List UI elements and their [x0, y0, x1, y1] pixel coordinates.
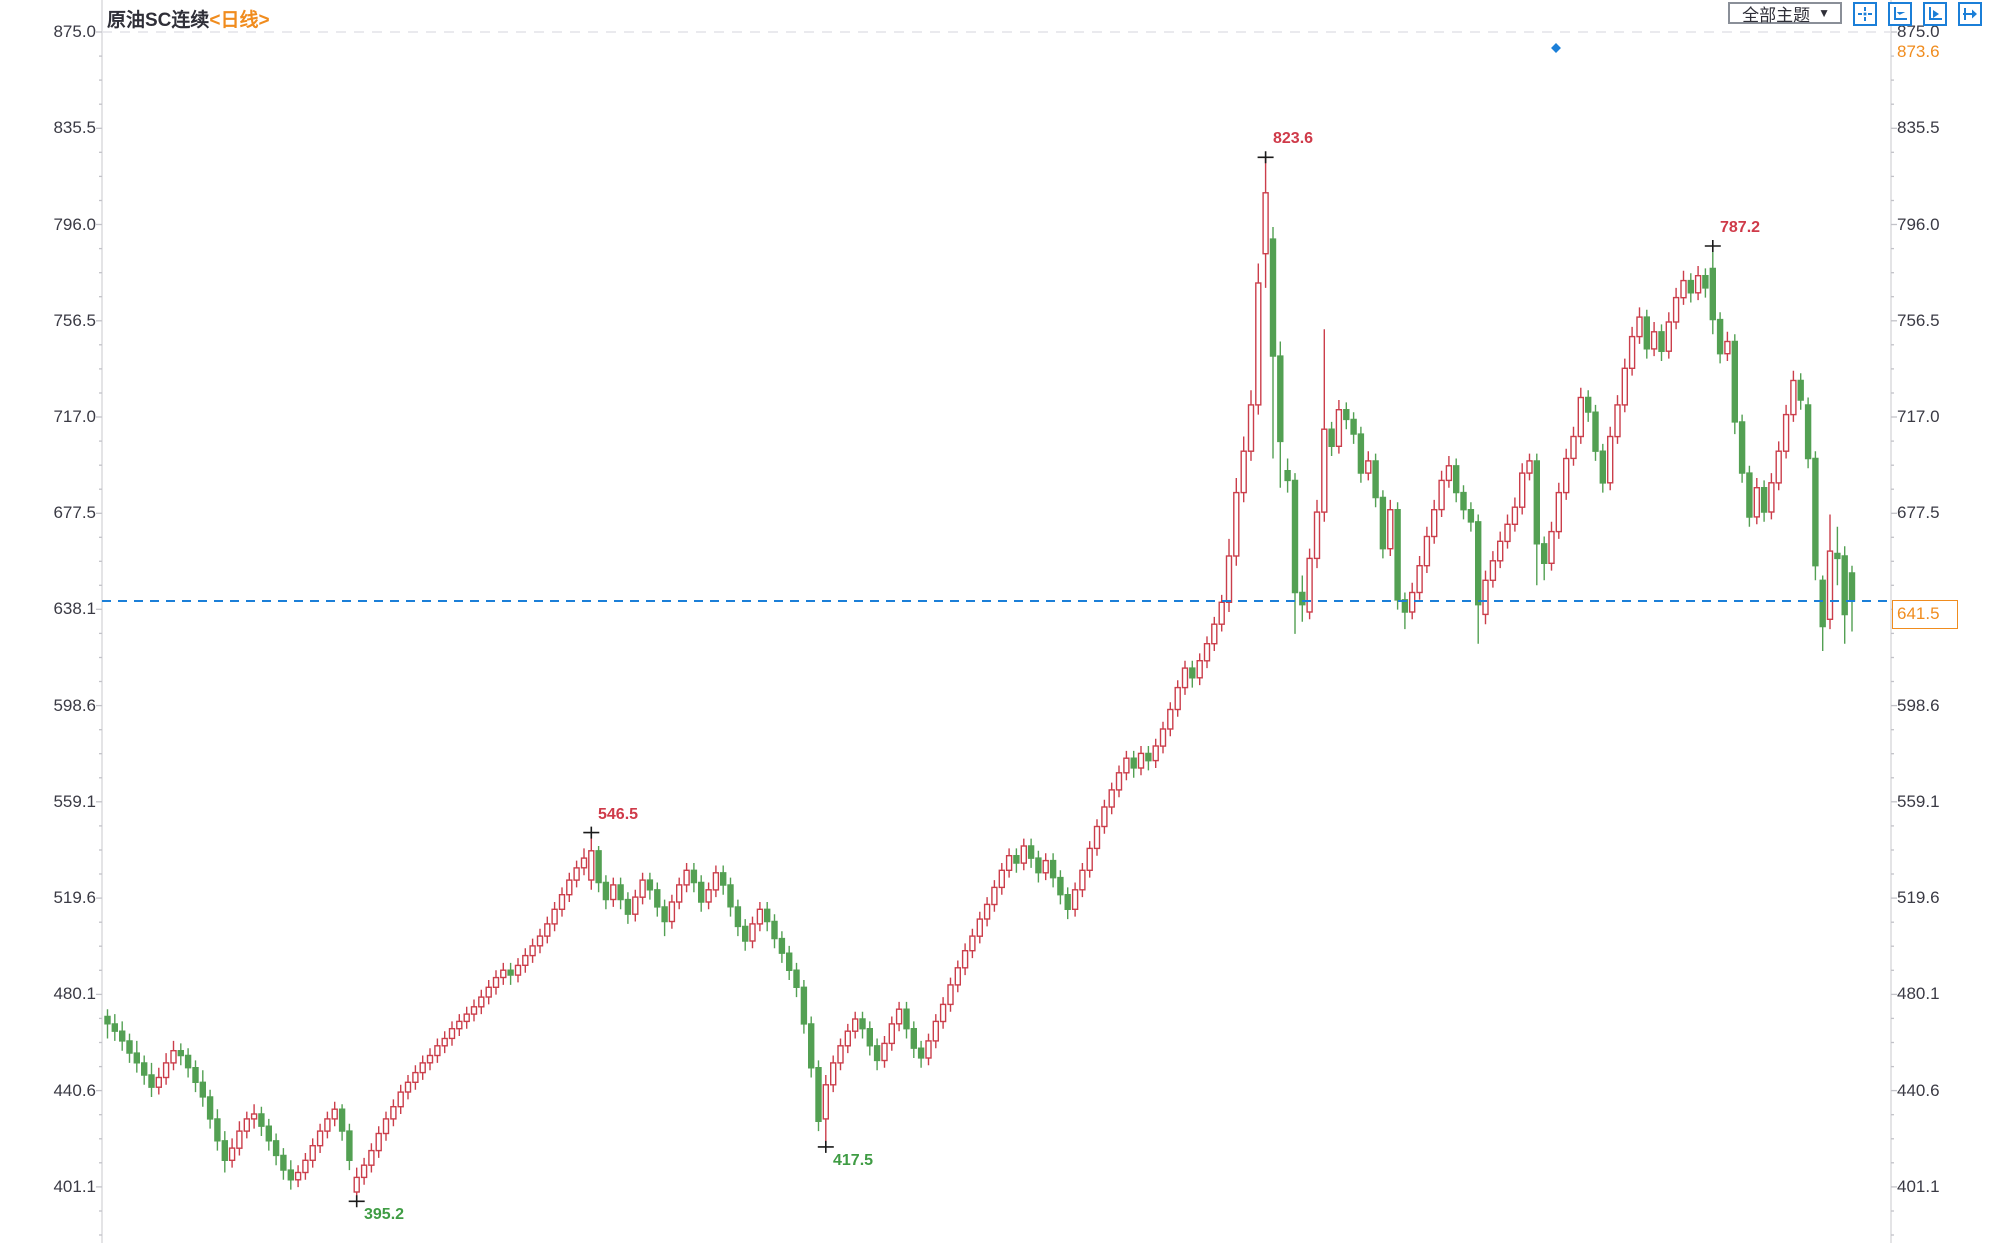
extreme-price-annotation: 546.5	[598, 806, 639, 823]
y-axis-label-right: 677.5	[1897, 503, 1940, 522]
y-axis-label-left: 756.5	[53, 311, 96, 330]
y-axis-label-left: 796.0	[53, 215, 96, 234]
up-candle-wicks	[158, 157, 1831, 1202]
y-axis-label-left: 835.5	[53, 118, 96, 137]
y-axis-label-left: 480.1	[53, 984, 96, 1003]
y-axis-label-right: 717.0	[1897, 407, 1940, 426]
extreme-price-annotation: 395.2	[364, 1206, 405, 1223]
y-axis-label-left: 875.0	[53, 22, 96, 41]
current-price-badge: 641.5	[1892, 600, 1958, 629]
pan-crosshair-icon[interactable]	[1853, 2, 1877, 26]
theme-dropdown-label: 全部主题	[1742, 5, 1811, 25]
chart-title: 原油SC连续<日线>	[107, 5, 270, 32]
y-axis-label-right: 598.6	[1897, 696, 1940, 715]
chart-toolbar: 全部主题 ▼	[1728, 2, 1982, 26]
down-candles	[104, 227, 1856, 1190]
y-axis-label-left: 559.1	[53, 792, 96, 811]
prev-reference-price-label: 873.6	[1897, 42, 1940, 61]
extreme-price-annotation: 417.5	[833, 1152, 874, 1169]
extreme-price-annotation: 823.6	[1273, 130, 1314, 147]
up-candle-bodies	[155, 192, 1834, 1193]
y-axis-label-right: 756.5	[1897, 311, 1940, 330]
axis-ticks	[96, 31, 1897, 1236]
candlestick-series	[104, 157, 1856, 1202]
axis-play-icon[interactable]	[1923, 2, 1947, 26]
extreme-price-annotation: 787.2	[1720, 219, 1761, 236]
y-axis-label-left: 440.6	[53, 1081, 96, 1100]
extreme-cross-markers	[348, 151, 1721, 1208]
y-axis-label-left: 677.5	[53, 503, 96, 522]
note-marker-icon	[1551, 43, 1561, 53]
y-axis-label-left: 401.1	[53, 1177, 96, 1196]
y-axis-label-right: 796.0	[1897, 215, 1940, 234]
y-axis-label-left: 598.6	[53, 696, 96, 715]
y-axis-label-left: 638.1	[53, 599, 96, 618]
y-axis-label-right: 519.6	[1897, 888, 1940, 907]
chevron-down-icon: ▼	[1818, 6, 1830, 20]
y-axis-label-left: 717.0	[53, 407, 96, 426]
y-axis-label-right: 401.1	[1897, 1177, 1940, 1196]
y-axis-label-right: 480.1	[1897, 984, 1940, 1003]
shift-right-icon[interactable]	[1958, 2, 1982, 26]
y-axis-label-right: 440.6	[1897, 1081, 1940, 1100]
theme-dropdown-button[interactable]: 全部主题 ▼	[1728, 2, 1842, 25]
period-tag: <日线>	[209, 10, 270, 31]
y-axis-label-right: 559.1	[1897, 792, 1940, 811]
y-axis-label-right: 835.5	[1897, 118, 1940, 137]
y-axis-label-left: 519.6	[53, 888, 96, 907]
y-axis-label-right: 875.0	[1897, 22, 1940, 41]
instrument-name: 原油SC连续	[107, 10, 210, 31]
axis-compress-icon[interactable]	[1888, 2, 1912, 26]
